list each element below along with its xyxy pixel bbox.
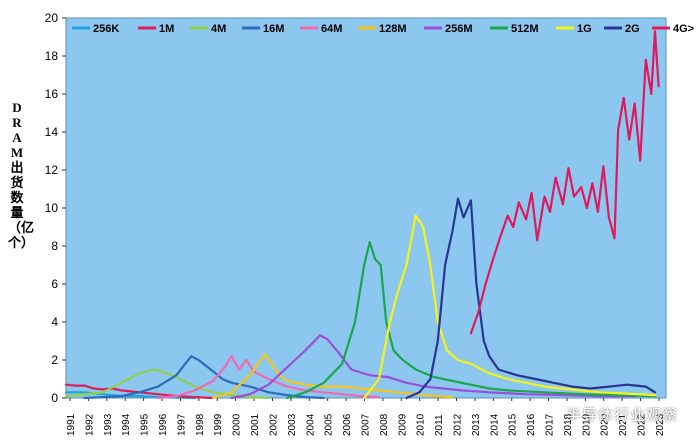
x-tick-label: 2009 xyxy=(397,413,408,436)
x-tick-label: 2004 xyxy=(305,413,316,436)
x-tick-label: 2006 xyxy=(342,413,353,436)
legend-label: 1M xyxy=(159,23,174,35)
y-tick-label: 10 xyxy=(45,201,59,215)
series-line-64m xyxy=(156,355,380,400)
legend-label: 256K xyxy=(93,23,119,35)
legend-label: 4G> xyxy=(673,23,694,35)
x-tick-label: 2002 xyxy=(268,413,279,436)
legend-label: 64M xyxy=(321,23,342,35)
x-tick-label: 2016 xyxy=(526,413,537,436)
legend-label: 16M xyxy=(263,23,284,35)
x-tick-label: 1991 xyxy=(66,413,77,436)
x-tick-label: 2005 xyxy=(324,413,335,436)
series-line-2g xyxy=(405,197,657,400)
series-line-4m xyxy=(64,368,270,400)
x-tick-label: 1997 xyxy=(176,413,187,436)
legend-label: 128M xyxy=(379,23,407,35)
y-tick-label: 0 xyxy=(51,391,58,405)
legend-label: 512M xyxy=(511,23,539,35)
x-tick-label: 1992 xyxy=(84,413,95,436)
legend-label: 4M xyxy=(211,23,226,35)
x-tick-label: 2019 xyxy=(581,413,592,436)
x-tick-label: 2023 xyxy=(655,413,666,436)
x-tick-label: 1994 xyxy=(121,413,132,436)
y-axis: 0 2 4 6 8 10 12 14 16 18 20 xyxy=(45,11,66,405)
x-tick-label: 2022 xyxy=(637,413,648,436)
series-lines xyxy=(64,30,660,400)
y-tick-label: 14 xyxy=(45,125,59,139)
y-tick-label: 8 xyxy=(51,239,58,253)
x-tick-label: 2003 xyxy=(287,413,298,436)
x-tick-label: 2007 xyxy=(360,413,371,436)
y-tick-label: 4 xyxy=(51,315,58,329)
series-line-512m xyxy=(285,241,657,400)
x-tick-label: 2008 xyxy=(379,413,390,436)
x-tick-label: 2011 xyxy=(434,414,445,436)
y-tick-label: 12 xyxy=(45,163,59,177)
legend-label: 256M xyxy=(445,23,473,35)
y-tick-label: 6 xyxy=(51,277,58,291)
series-line-4g xyxy=(469,30,660,335)
x-tick-label: 2018 xyxy=(563,413,574,436)
y-tick-label: 16 xyxy=(45,87,59,101)
x-tick-label: 2021 xyxy=(618,413,629,436)
y-tick-label: 20 xyxy=(45,11,59,25)
x-tick-label: 2010 xyxy=(416,413,427,436)
y-axis-title: DRAM 出货数量（亿个） xyxy=(8,100,35,250)
watermark: 半导体行业观察 xyxy=(565,407,678,424)
x-tick-label: 2020 xyxy=(600,413,611,436)
x-axis: 1991 1992 1993 1994 1995 1996 1997 1998 1999 2000… xyxy=(66,398,666,436)
y-tick-label: 2 xyxy=(51,353,58,367)
x-tick-label: 2012 xyxy=(453,413,464,436)
x-tick-label: 2000 xyxy=(232,413,243,436)
x-tick-label: 1996 xyxy=(158,413,169,436)
legend: 256K 1M 4M 16M 64M 128M 256M 512M 1G 2G 4G> xyxy=(72,23,694,35)
x-tick-label: 2015 xyxy=(508,413,519,436)
x-tick-label: 2017 xyxy=(545,413,556,436)
series-line-128m xyxy=(212,353,454,400)
y-tick-label: 18 xyxy=(45,49,59,63)
legend-label: 2G xyxy=(625,23,640,35)
series-line-1g xyxy=(363,214,657,400)
x-tick-label: 1995 xyxy=(140,413,151,436)
x-tick-label: 2001 xyxy=(250,413,261,436)
x-tick-label: 1998 xyxy=(195,413,206,436)
series-line-16m xyxy=(83,355,325,400)
legend-label: 1G xyxy=(577,23,592,35)
x-tick-label: 1999 xyxy=(213,413,224,436)
x-tick-label: 1993 xyxy=(103,413,114,436)
x-tick-label: 2013 xyxy=(471,413,482,436)
plot-area xyxy=(65,17,667,399)
x-tick-label: 2014 xyxy=(489,413,500,436)
